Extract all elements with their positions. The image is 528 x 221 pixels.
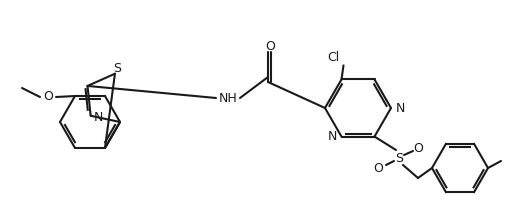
Text: N: N [94,111,103,124]
Text: O: O [43,91,53,103]
Text: O: O [265,40,275,53]
Text: O: O [373,162,383,175]
Text: O: O [413,141,423,154]
Text: S: S [395,152,403,164]
Text: N: N [328,130,337,143]
Text: Cl: Cl [327,51,340,64]
Text: N: N [395,101,404,114]
Text: NH: NH [219,91,238,105]
Text: S: S [113,62,121,75]
